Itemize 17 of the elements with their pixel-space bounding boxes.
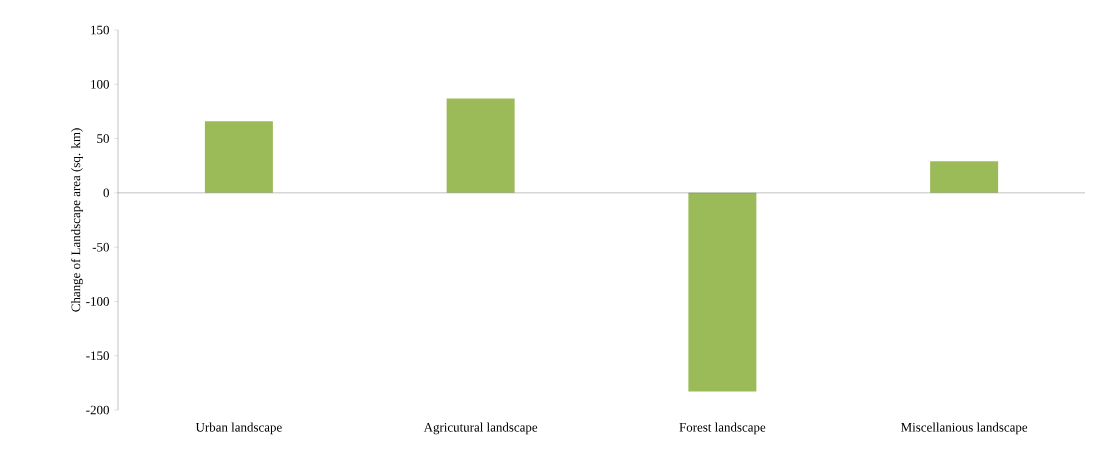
x-tick-label: Agricutural landscape [423,422,538,435]
y-tick-label: 100 [91,79,109,89]
y-tick-label: -200 [86,405,109,415]
x-tick-label: Miscellanious landscape [901,422,1028,435]
y-tick-label: 150 [91,25,109,35]
bar [930,161,999,193]
bar [204,121,273,193]
x-tick-label: Urban landscape [195,422,282,435]
bar [446,98,515,193]
y-tick-label: -150 [86,351,109,361]
y-tick-label: -50 [92,242,109,252]
y-axis-title: Change of Landscape area (sq. km) [70,128,83,312]
x-tick-label: Forest landscape [679,422,766,435]
y-tick-label: 0 [103,188,109,198]
y-tick-label: -100 [86,297,109,306]
bar [688,192,757,392]
y-tick-label: 50 [97,134,109,143]
